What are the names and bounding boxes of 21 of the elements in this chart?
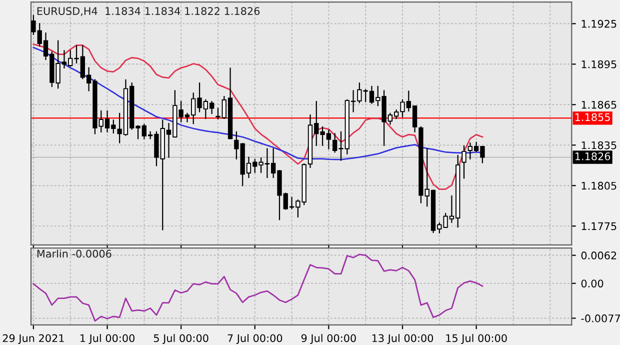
y-tick-label: 1.1835 xyxy=(582,141,616,150)
x-tick-label: 15 Jul 00:00 xyxy=(446,334,507,344)
chart-title: Marlin -0.0006 xyxy=(37,250,112,258)
y-tick-label: 1.1895 xyxy=(582,60,616,68)
y-tick-label: 0.0062 xyxy=(581,252,616,260)
y-tick-label: 1.1925 xyxy=(582,20,616,28)
x-tick-label: 13 Jul 00:00 xyxy=(372,334,434,344)
candlestick xyxy=(462,145,466,179)
y-tick-label: 0.00 xyxy=(581,280,604,288)
x-tick-label: 5 Jul 00:00 xyxy=(154,334,208,344)
x-tick-label: 1 Jul 00:00 xyxy=(80,334,134,344)
ref-line-label: 1.1855 xyxy=(575,113,610,122)
y-tick-label: 1.1865 xyxy=(582,100,616,109)
ref-line-label: 1.1826 xyxy=(575,152,610,160)
y-tick-label: 1.1775 xyxy=(582,222,616,230)
x-tick-label: 7 Jul 00:00 xyxy=(228,334,282,344)
x-tick-label: 9 Jul 00:00 xyxy=(301,334,356,344)
chart-title: EURUSD,H4 1.1834 1.1834 1.1822 1.1826 xyxy=(37,7,260,16)
y-tick-label: -0.0077 xyxy=(581,314,620,322)
y-tick-label: 1.1805 xyxy=(582,182,616,190)
x-tick-label: 29 Jun 2021 xyxy=(2,334,64,344)
